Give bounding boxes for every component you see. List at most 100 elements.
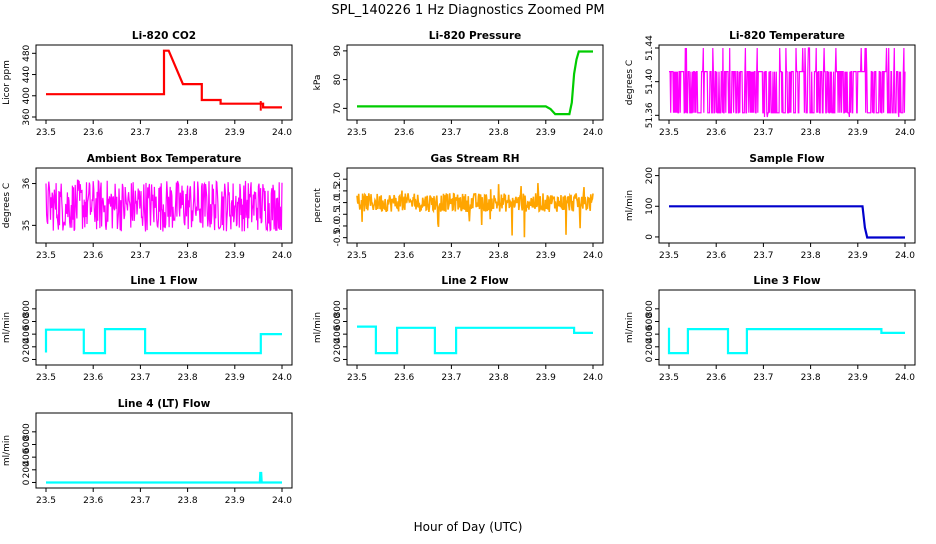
y-tick-label-4-1: 0.0 [333, 219, 343, 234]
chart-panel-3: Ambient Box Temperature degrees C 23.5 23.6… [2, 153, 293, 261]
x-tick-label-3-3: 23.8 [178, 251, 198, 261]
x-tick-label-6-5: 24.0 [272, 373, 292, 383]
x-tick-label-8-3: 23.8 [801, 373, 821, 383]
x-tick-label-3-1: 23.6 [83, 251, 103, 261]
chart-panels: Li-820 CO2 Licor ppm 23.5 23.6 23.7 23.8 23.9 2… [2, 30, 916, 506]
plot-frame-9 [35, 412, 293, 489]
y-tick-label-4-3: 1.0 [333, 195, 343, 210]
chart-title-5: Sample Flow [749, 153, 824, 165]
x-tick-label-0-4: 23.9 [225, 128, 245, 138]
y-tick-label-0-0: 360 [22, 108, 32, 125]
x-tick-label-2-3: 23.8 [801, 128, 821, 138]
series-group-6 [44, 328, 282, 355]
x-tick-label-9-3: 23.8 [178, 496, 198, 506]
x-tick-label-6-0: 23.5 [36, 373, 56, 383]
y-tick-label-3-1: 36 [22, 178, 32, 190]
y-axis-label-1: kPa [313, 75, 323, 91]
x-tick-label-4-1: 23.6 [394, 251, 414, 261]
x-tick-label-7-3: 23.8 [489, 373, 509, 383]
y-tick-label-9-3: 600 [22, 436, 32, 453]
plot-frame-8 [658, 289, 916, 366]
plot-frame-7 [346, 289, 604, 366]
chart-title-0: Li-820 CO2 [132, 30, 196, 42]
y-tick-label-9-1: 200 [22, 461, 32, 478]
x-tick-label-8-2: 23.7 [753, 373, 773, 383]
chart-panel-4: Gas Stream RH percent 23.5 23.6 23.7 23.8 23.9… [313, 153, 604, 261]
series-group-7 [357, 325, 593, 355]
x-tick-label-5-5: 24.0 [895, 251, 915, 261]
chart-title-7: Line 2 Flow [441, 275, 508, 287]
x-tick-label-0-2: 23.7 [130, 128, 150, 138]
x-tick-label-0-3: 23.8 [178, 128, 198, 138]
x-tick-label-7-0: 23.5 [347, 373, 367, 383]
plot-frame-5 [658, 167, 916, 244]
y-tick-label-8-3: 600 [645, 313, 655, 330]
x-tick-label-3-5: 24.0 [272, 251, 292, 261]
y-tick-label-0-2: 440 [22, 66, 32, 83]
y-tick-label-4-4: 1.5 [333, 184, 343, 198]
y-tick-label-1-1: 80 [333, 74, 343, 86]
chart-panel-2: Li-820 Temperature degrees C 23.5 23.6 23.7 2… [625, 30, 916, 138]
x-tick-label-6-2: 23.7 [130, 373, 150, 383]
x-tick-label-9-4: 23.9 [225, 496, 245, 506]
y-tick-label-9-0: 0 [22, 479, 32, 485]
series-group-8 [667, 327, 905, 355]
y-tick-label-5-1: 100 [645, 197, 655, 214]
x-tick-label-2-2: 23.7 [753, 128, 773, 138]
y-tick-label-8-0: 0 [645, 356, 655, 362]
x-tick-label-4-2: 23.7 [441, 251, 461, 261]
x-tick-label-8-4: 23.9 [848, 373, 868, 383]
plot-frame-3 [35, 167, 293, 244]
plot-frame-4 [346, 167, 604, 244]
chart-panel-0: Li-820 CO2 Licor ppm 23.5 23.6 23.7 23.8 23.9 2… [2, 30, 293, 138]
x-tick-label-2-1: 23.6 [706, 128, 726, 138]
y-tick-label-3-0: 35 [22, 220, 32, 231]
x-tick-label-4-0: 23.5 [347, 251, 367, 261]
series-group-3 [45, 179, 283, 232]
chart-title-2: Li-820 Temperature [729, 30, 845, 42]
series-line-6 [44, 328, 282, 355]
y-tick-label-2-2: 51.44 [645, 35, 655, 61]
x-tick-label-9-0: 23.5 [36, 496, 56, 506]
series-group-2 [669, 47, 906, 118]
chart-panel-1: Li-820 Pressure kPa 23.5 23.6 23.7 23.8 23.9 24… [313, 30, 604, 138]
y-tick-label-6-3: 600 [22, 313, 32, 330]
chart-title-4: Gas Stream RH [430, 153, 519, 165]
plot-frame-2 [658, 44, 916, 121]
series-line-9 [46, 471, 282, 484]
y-tick-label-4-2: 0.5 [333, 207, 343, 221]
series-line-0 [46, 49, 282, 109]
x-tick-label-7-5: 24.0 [583, 373, 603, 383]
series-line-5 [669, 205, 905, 239]
y-tick-label-0-3: 480 [22, 44, 32, 61]
series-group-1 [357, 50, 593, 116]
x-tick-label-2-4: 23.9 [848, 128, 868, 138]
y-tick-label-7-0: 0 [333, 356, 343, 362]
chart-title-8: Line 3 Flow [753, 275, 820, 287]
x-tick-label-9-2: 23.7 [130, 496, 150, 506]
chart-panel-6: Line 1 Flow ml/min 23.5 23.6 23.7 23.8 23.9 24.… [2, 275, 293, 383]
series-noise-4 [356, 183, 594, 238]
y-axis-label-8: ml/min [625, 312, 635, 343]
x-tick-label-1-3: 23.8 [489, 128, 509, 138]
chart-title-6: Line 1 Flow [130, 275, 197, 287]
x-tick-label-8-5: 24.0 [895, 373, 915, 383]
x-tick-label-3-0: 23.5 [36, 251, 56, 261]
x-tick-label-0-0: 23.5 [36, 128, 56, 138]
chart-panel-9: Line 4 (LT) Flow ml/min 23.5 23.6 23.7 23.8 23… [2, 398, 293, 506]
plot-frame-1 [346, 44, 604, 121]
y-axis-label-6: ml/min [2, 312, 12, 343]
x-tick-label-4-4: 23.9 [536, 251, 556, 261]
y-axis-label-4: percent [313, 188, 323, 223]
x-tick-label-3-2: 23.7 [130, 251, 150, 261]
figure-title: SPL_140226 1 Hz Diagnostics Zoomed PM [331, 3, 604, 18]
y-tick-label-8-2: 400 [645, 325, 655, 342]
series-line-8 [667, 327, 905, 355]
x-tick-label-1-1: 23.6 [394, 128, 414, 138]
y-tick-label-7-2: 400 [333, 325, 343, 342]
x-tick-label-4-3: 23.8 [489, 251, 509, 261]
x-tick-label-3-4: 23.9 [225, 251, 245, 261]
x-tick-label-7-4: 23.9 [536, 373, 556, 383]
chart-panel-8: Line 3 Flow ml/min 23.5 23.6 23.7 23.8 23.9 24.… [625, 275, 916, 383]
